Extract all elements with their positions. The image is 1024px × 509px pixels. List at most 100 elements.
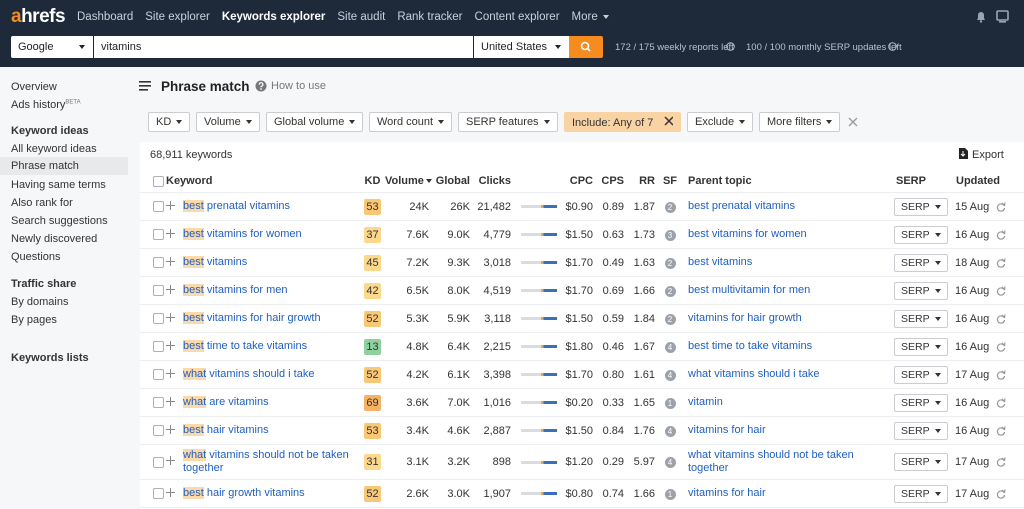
parent-topic[interactable]: best time to take vitamins: [688, 340, 813, 352]
serp-button[interactable]: SERP: [894, 281, 948, 300]
add-icon[interactable]: [166, 284, 175, 294]
refresh-icon[interactable]: [996, 398, 1006, 408]
checkbox[interactable]: [153, 488, 164, 499]
menu-icon[interactable]: [139, 81, 151, 91]
refresh-icon[interactable]: [996, 286, 1006, 296]
add-icon[interactable]: [166, 340, 175, 350]
bell-icon[interactable]: [975, 11, 987, 23]
refresh-icon[interactable]: [996, 202, 1006, 212]
parent-topic[interactable]: best multivitamin for men: [688, 284, 811, 296]
add-icon[interactable]: [166, 368, 175, 378]
help-link[interactable]: How to use: [271, 80, 327, 92]
filter-button[interactable]: Global volume: [266, 112, 364, 132]
checkbox[interactable]: [153, 397, 164, 408]
refresh-icon[interactable]: [996, 342, 1006, 352]
checkbox[interactable]: [153, 175, 164, 187]
serp-button[interactable]: SERP: [894, 225, 948, 244]
checkbox[interactable]: [153, 229, 164, 240]
nav-link[interactable]: Content explorer: [474, 11, 560, 23]
keyword[interactable]: what vitamins should i take: [180, 368, 355, 381]
keyword[interactable]: best hair growth vitamins: [180, 487, 355, 500]
checkbox[interactable]: [153, 285, 164, 296]
checkbox[interactable]: [153, 369, 164, 380]
logo[interactable]: ahrefs: [11, 6, 66, 28]
parent-topic[interactable]: best vitamins for women: [688, 228, 807, 240]
export-button[interactable]: Export: [972, 149, 1004, 161]
nav-link[interactable]: Site explorer: [145, 11, 210, 23]
sidebar-link[interactable]: Search suggestions: [11, 215, 108, 227]
parent-topic[interactable]: what vitamins should i take: [688, 368, 820, 380]
keyword[interactable]: best time to take vitamins: [180, 340, 355, 353]
refresh-icon[interactable]: [996, 370, 1006, 380]
filter-button[interactable]: More filters: [759, 112, 841, 132]
add-icon[interactable]: [166, 456, 175, 465]
checkbox[interactable]: [153, 201, 164, 212]
column-header[interactable]: Volume: [382, 175, 432, 187]
parent-topic[interactable]: what vitamins should not be taken togeth…: [688, 449, 854, 474]
filter-button[interactable]: SERP features: [458, 112, 558, 132]
add-icon[interactable]: [166, 256, 175, 266]
query-input[interactable]: vitamins: [94, 36, 473, 58]
keyword[interactable]: best vitamins for women: [180, 228, 355, 241]
export-icon[interactable]: [958, 148, 968, 159]
serp-button[interactable]: SERP: [894, 309, 948, 328]
keyword[interactable]: best prenatal vitamins: [180, 200, 355, 213]
refresh-icon[interactable]: [996, 457, 1006, 467]
keyword[interactable]: best vitamins for men: [180, 284, 355, 297]
filter-button[interactable]: Volume: [196, 112, 260, 132]
info-icon[interactable]: [888, 42, 897, 51]
sidebar-link[interactable]: Phrase match: [0, 157, 128, 175]
sidebar-link[interactable]: By domains: [11, 296, 69, 308]
parent-topic[interactable]: vitamins for hair growth: [688, 312, 802, 324]
engine-select[interactable]: Google: [11, 36, 93, 58]
refresh-icon[interactable]: [996, 230, 1006, 240]
clear-filters[interactable]: [848, 117, 858, 127]
serp-button[interactable]: SERP: [894, 197, 948, 216]
refresh-icon[interactable]: [996, 258, 1006, 268]
parent-topic[interactable]: best prenatal vitamins: [688, 200, 795, 212]
parent-topic[interactable]: vitamins for hair: [688, 424, 766, 436]
filter-button[interactable]: KD: [148, 112, 191, 132]
sidebar-link[interactable]: Ads historyBETA: [11, 99, 81, 111]
serp-button[interactable]: SERP: [894, 365, 948, 384]
refresh-icon[interactable]: [996, 426, 1006, 436]
add-icon[interactable]: [166, 228, 175, 238]
keyword[interactable]: what vitamins should not be taken togeth…: [180, 449, 355, 475]
search-button[interactable]: [569, 36, 603, 58]
checkbox[interactable]: [153, 425, 164, 436]
refresh-icon[interactable]: [996, 314, 1006, 324]
refresh-icon[interactable]: [996, 489, 1006, 499]
add-icon[interactable]: [166, 200, 175, 210]
sidebar-link[interactable]: Overview: [11, 81, 57, 93]
serp-button[interactable]: SERP: [894, 393, 948, 412]
info-icon[interactable]: [726, 42, 735, 51]
add-icon[interactable]: [166, 312, 175, 322]
checkbox[interactable]: [153, 313, 164, 324]
add-icon[interactable]: [166, 424, 175, 434]
nav-link[interactable]: Site audit: [337, 11, 386, 23]
sidebar-link[interactable]: Also rank for: [11, 197, 73, 209]
account-icon[interactable]: [996, 10, 1009, 23]
checkbox[interactable]: [153, 456, 164, 468]
filter-button[interactable]: Word count: [369, 112, 453, 132]
serp-button[interactable]: SERP: [894, 453, 948, 471]
keyword[interactable]: what are vitamins: [180, 396, 355, 409]
sidebar-link[interactable]: By pages: [11, 314, 57, 326]
serp-button[interactable]: SERP: [894, 337, 948, 356]
serp-button[interactable]: SERP: [894, 484, 948, 503]
keyword[interactable]: best hair vitamins: [180, 424, 355, 437]
help-icon[interactable]: [255, 80, 267, 92]
add-icon[interactable]: [166, 487, 175, 497]
nav-link[interactable]: Rank tracker: [397, 11, 463, 23]
sidebar-link[interactable]: All keyword ideas: [11, 143, 97, 155]
nav-link[interactable]: Dashboard: [77, 11, 134, 23]
country-select[interactable]: United States: [474, 36, 569, 58]
filter-button[interactable]: Exclude: [687, 112, 754, 132]
parent-topic[interactable]: vitamin: [688, 396, 723, 408]
add-icon[interactable]: [166, 396, 175, 406]
nav-link[interactable]: Keywords explorer: [221, 11, 326, 23]
filter-button[interactable]: Include: Any of 7: [564, 112, 682, 132]
parent-topic[interactable]: best vitamins: [688, 256, 753, 268]
sidebar-link[interactable]: Newly discovered: [11, 233, 98, 245]
checkbox[interactable]: [153, 341, 164, 352]
